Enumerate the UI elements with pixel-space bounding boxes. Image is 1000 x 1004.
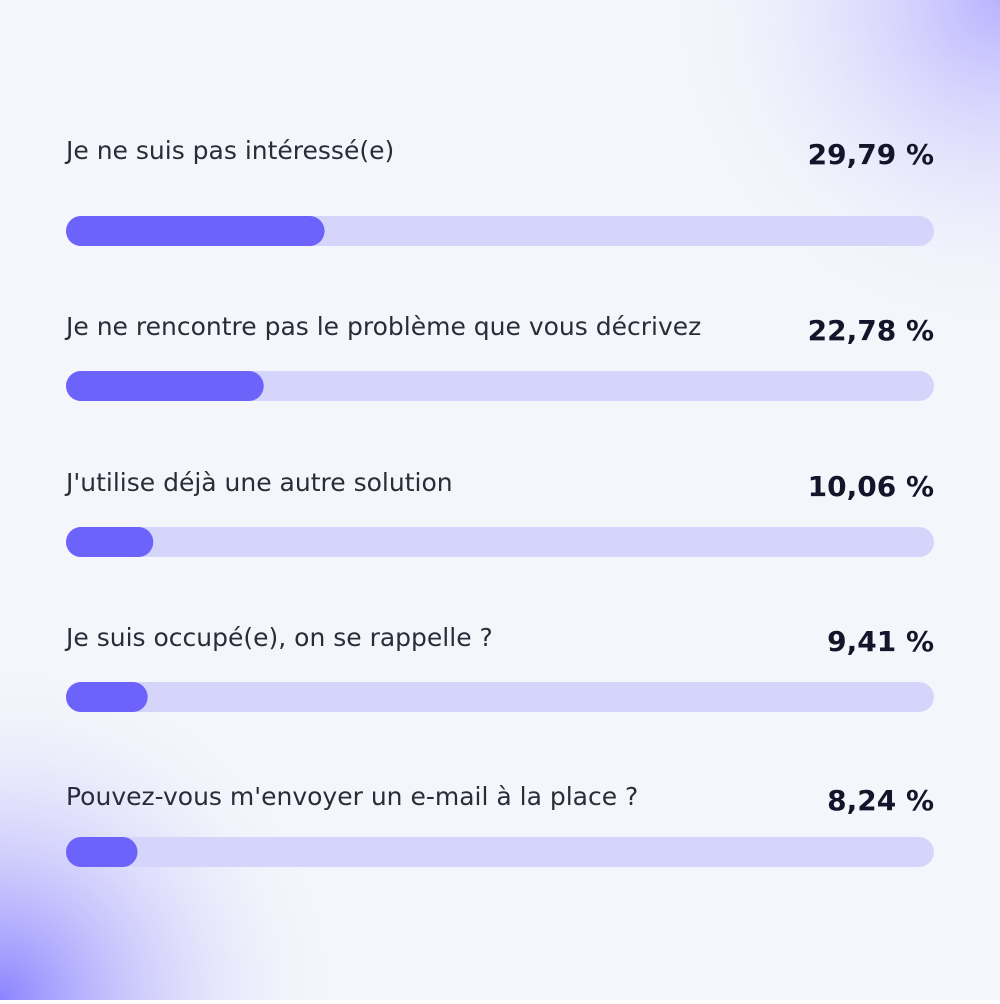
bar-track [66, 371, 934, 401]
category-label: Je ne suis pas intéressé(e) [64, 136, 394, 165]
value-label: 10,06 % [808, 470, 934, 503]
bar-track [66, 682, 934, 712]
bar [66, 216, 325, 246]
category-label: Je suis occupé(e), on se rappelle ? [64, 623, 493, 652]
category-label: Je ne rencontre pas le problème que vous… [64, 312, 701, 341]
bar-track [66, 837, 934, 867]
value-label: 22,78 % [808, 314, 934, 347]
bar [66, 527, 154, 557]
value-label: 8,24 % [827, 784, 934, 817]
bar [66, 371, 264, 401]
bar [66, 837, 138, 867]
category-label: J'utilise déjà une autre solution [64, 468, 453, 497]
value-label: 29,79 % [808, 138, 934, 171]
bar-track [66, 527, 934, 557]
bar [66, 682, 148, 712]
value-label: 9,41 % [827, 625, 934, 658]
category-label: Pouvez-vous m'envoyer un e-mail à la pla… [66, 782, 638, 811]
